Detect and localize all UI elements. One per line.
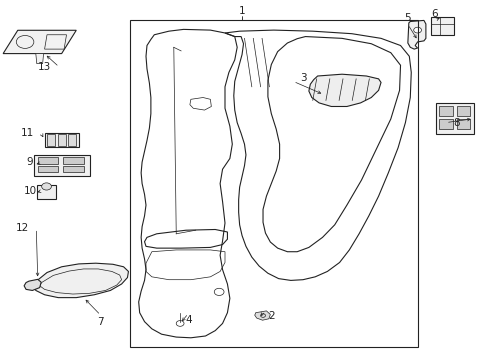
Text: 5: 5 [404, 13, 410, 23]
Polygon shape [34, 155, 90, 176]
Text: 8: 8 [452, 118, 459, 128]
Polygon shape [407, 21, 425, 49]
Polygon shape [47, 134, 55, 145]
Polygon shape [58, 134, 65, 145]
Polygon shape [24, 279, 41, 291]
Text: 4: 4 [185, 315, 191, 325]
Text: 3: 3 [299, 73, 305, 83]
Polygon shape [68, 134, 76, 145]
Text: 9: 9 [26, 157, 33, 167]
Text: 13: 13 [38, 62, 51, 72]
Polygon shape [3, 30, 76, 54]
Text: 1: 1 [238, 6, 245, 17]
Circle shape [413, 27, 421, 33]
Text: 11: 11 [21, 129, 34, 138]
Polygon shape [435, 103, 473, 134]
Text: 6: 6 [430, 9, 437, 19]
Polygon shape [438, 106, 452, 116]
Bar [130, 21, 417, 347]
Polygon shape [456, 120, 469, 130]
Circle shape [41, 183, 51, 190]
Polygon shape [63, 157, 83, 163]
Polygon shape [44, 133, 79, 147]
Polygon shape [254, 311, 270, 320]
Polygon shape [34, 263, 128, 298]
Polygon shape [438, 120, 452, 130]
Text: 12: 12 [16, 224, 29, 233]
Polygon shape [308, 74, 380, 107]
Polygon shape [38, 157, 58, 163]
Polygon shape [36, 54, 43, 64]
Text: 2: 2 [267, 311, 274, 321]
Polygon shape [456, 106, 469, 116]
Text: 10: 10 [23, 186, 37, 196]
Polygon shape [63, 166, 83, 172]
Polygon shape [37, 185, 56, 199]
Polygon shape [430, 17, 453, 36]
Polygon shape [38, 166, 58, 172]
Text: 7: 7 [97, 317, 104, 327]
